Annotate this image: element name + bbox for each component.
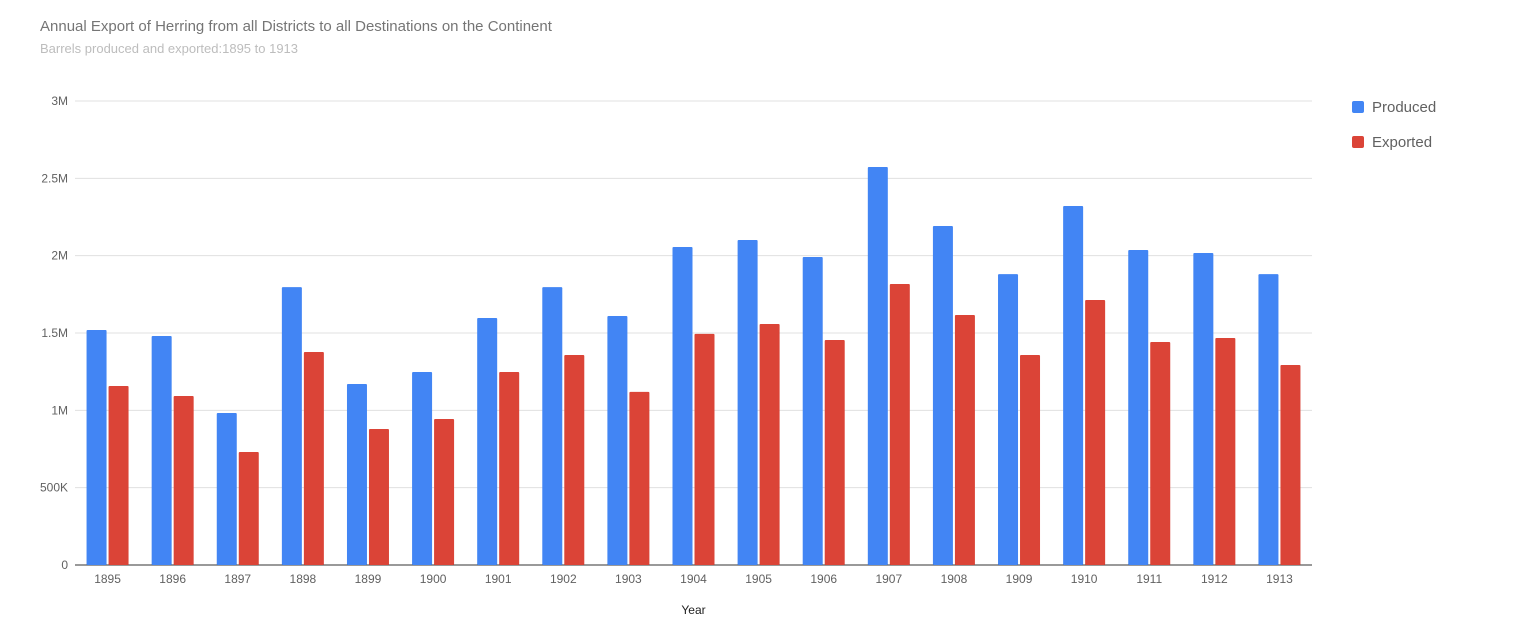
x-tick-label: 1908 xyxy=(941,572,968,586)
bar-produced-1896 xyxy=(151,335,172,565)
bar-produced-1906 xyxy=(802,257,823,565)
bar-exported-1911 xyxy=(1150,341,1171,565)
bar-exported-1902 xyxy=(564,354,585,565)
bar-produced-1904 xyxy=(672,247,693,565)
bar-exported-1900 xyxy=(434,418,455,565)
x-tick-label: 1906 xyxy=(810,572,837,586)
legend-swatch-exported xyxy=(1352,136,1364,148)
y-tick-label: 3M xyxy=(51,94,68,108)
bar-produced-1909 xyxy=(998,274,1019,565)
bar-produced-1907 xyxy=(867,167,888,565)
legend-label-exported: Exported xyxy=(1372,134,1432,151)
y-tick-label: 1M xyxy=(51,403,68,417)
bar-produced-1910 xyxy=(1063,206,1084,565)
x-tick-label: 1907 xyxy=(875,572,902,586)
y-tick-label: 0 xyxy=(61,558,68,572)
bar-produced-1897 xyxy=(216,412,237,565)
x-tick-label: 1910 xyxy=(1071,572,1098,586)
bar-exported-1899 xyxy=(368,429,389,565)
x-tick-label: 1912 xyxy=(1201,572,1228,586)
bar-exported-1898 xyxy=(303,352,324,565)
x-tick-label: 1900 xyxy=(420,572,447,586)
y-tick-label: 2M xyxy=(51,249,68,263)
bar-produced-1905 xyxy=(737,240,758,565)
x-tick-label: 1909 xyxy=(1006,572,1033,586)
bar-produced-1899 xyxy=(346,384,367,565)
y-tick-label: 1.5M xyxy=(41,326,68,340)
x-tick-label: 1904 xyxy=(680,572,707,586)
x-tick-label: 1901 xyxy=(485,572,512,586)
bar-exported-1909 xyxy=(1020,354,1041,565)
x-tick-label: 1903 xyxy=(615,572,642,586)
x-tick-label: 1897 xyxy=(224,572,251,586)
x-tick-label: 1895 xyxy=(94,572,121,586)
bar-produced-1911 xyxy=(1128,249,1149,565)
bar-exported-1904 xyxy=(694,333,715,565)
bar-exported-1903 xyxy=(629,391,650,565)
x-tick-label: 1896 xyxy=(159,572,186,586)
bar-exported-1913 xyxy=(1280,365,1301,565)
bar-exported-1906 xyxy=(824,339,845,565)
x-axis-title: Year xyxy=(681,603,705,617)
y-tick-label: 500K xyxy=(40,481,68,495)
bar-produced-1900 xyxy=(412,371,433,565)
x-tick-label: 1905 xyxy=(745,572,772,586)
bar-exported-1907 xyxy=(889,283,910,565)
bar-exported-1910 xyxy=(1085,300,1106,565)
bar-produced-1913 xyxy=(1258,274,1279,565)
chart-title: Annual Export of Herring from all Distri… xyxy=(40,18,552,35)
bar-produced-1908 xyxy=(932,225,953,565)
bar-produced-1902 xyxy=(542,287,563,565)
bar-exported-1905 xyxy=(759,324,780,565)
bar-exported-1895 xyxy=(108,386,129,565)
bar-exported-1901 xyxy=(499,371,520,565)
bar-produced-1895 xyxy=(86,330,107,565)
legend-label-produced: Produced xyxy=(1372,99,1436,116)
chart-subtitle: Barrels produced and exported:1895 to 19… xyxy=(40,41,299,56)
bar-exported-1912 xyxy=(1215,337,1236,565)
x-tick-label: 1899 xyxy=(355,572,382,586)
bar-produced-1898 xyxy=(281,287,302,565)
x-tick-label: 1898 xyxy=(290,572,317,586)
x-tick-label: 1911 xyxy=(1136,572,1162,586)
bar-produced-1903 xyxy=(607,315,628,565)
legend-swatch-produced xyxy=(1352,101,1364,113)
x-tick-label: 1913 xyxy=(1266,572,1293,586)
bar-produced-1912 xyxy=(1193,253,1214,565)
bar-produced-1901 xyxy=(477,317,498,565)
bar-exported-1896 xyxy=(173,395,194,565)
bar-exported-1908 xyxy=(954,315,975,565)
bar-exported-1897 xyxy=(238,451,259,565)
x-tick-label: 1902 xyxy=(550,572,577,586)
y-tick-label: 2.5M xyxy=(41,171,68,185)
